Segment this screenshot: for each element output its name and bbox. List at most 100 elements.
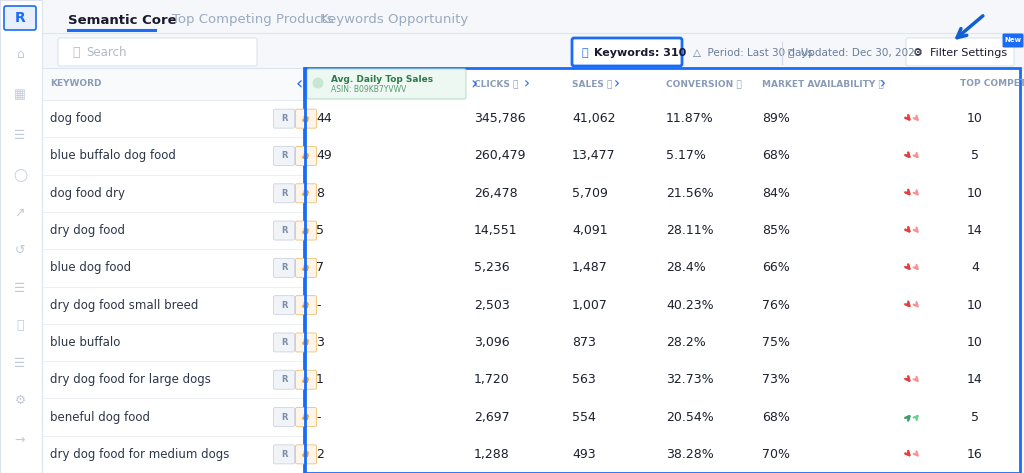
FancyBboxPatch shape [58,38,257,66]
FancyBboxPatch shape [306,175,467,211]
Text: 5: 5 [316,224,324,237]
Text: 8: 8 [316,187,324,200]
Text: 1,288: 1,288 [474,448,510,461]
Text: ☰: ☰ [14,281,26,295]
FancyBboxPatch shape [273,258,295,277]
Text: blue dog food: blue dog food [50,262,131,274]
FancyBboxPatch shape [306,437,467,472]
Text: a: a [302,263,309,273]
Text: 1: 1 [316,373,324,386]
Text: 26,478: 26,478 [474,187,517,200]
Text: TOP COMPET: TOP COMPET [961,79,1024,88]
Text: →: → [14,433,26,447]
Text: 28.11%: 28.11% [666,224,714,237]
Text: blue buffalo: blue buffalo [50,336,121,349]
FancyBboxPatch shape [296,408,316,427]
FancyBboxPatch shape [0,0,42,473]
Text: 44: 44 [316,112,332,125]
Text: ASIN: B09KB7YVWV: ASIN: B09KB7YVWV [331,85,407,94]
Text: 66%: 66% [762,262,790,274]
Text: 5: 5 [971,149,979,162]
Text: 14: 14 [967,224,983,237]
Text: Top Competing Products: Top Competing Products [172,14,334,26]
Text: 554: 554 [572,411,596,423]
Text: 41,062: 41,062 [572,112,615,125]
Text: Keywords Opportunity: Keywords Opportunity [319,14,468,26]
FancyBboxPatch shape [296,370,316,389]
Text: △  Period: Last 30 days: △ Period: Last 30 days [693,48,813,58]
Text: R: R [281,189,288,198]
Text: 1,487: 1,487 [572,262,608,274]
Text: R: R [281,226,288,235]
Text: 13,477: 13,477 [572,149,615,162]
FancyBboxPatch shape [306,325,467,360]
Text: 32.73%: 32.73% [666,373,714,386]
Text: ↗: ↗ [14,207,26,219]
Text: 10: 10 [967,336,983,349]
Text: ⬜: ⬜ [16,318,24,332]
Text: 20.54%: 20.54% [666,411,714,423]
Text: ☰: ☰ [14,357,26,369]
Text: 16: 16 [967,448,983,461]
Text: blue buffalo dog food: blue buffalo dog food [50,149,176,162]
Text: -: - [316,298,321,312]
Text: 3,096: 3,096 [474,336,510,349]
Text: 5,236: 5,236 [474,262,510,274]
Text: KEYWORD: KEYWORD [50,79,101,88]
Text: dry dog food: dry dog food [50,224,125,237]
Text: 40.23%: 40.23% [666,298,714,312]
FancyBboxPatch shape [296,109,316,128]
FancyBboxPatch shape [296,296,316,315]
Text: ☰: ☰ [14,129,26,141]
Text: a: a [302,375,309,385]
Text: a: a [302,337,309,348]
Text: 28.2%: 28.2% [666,336,706,349]
Text: 84%: 84% [762,187,790,200]
Text: Semantic Core: Semantic Core [68,14,176,26]
Text: R: R [281,263,288,272]
Text: 563: 563 [572,373,596,386]
Text: dog food dry: dog food dry [50,187,125,200]
Text: Search: Search [86,46,127,60]
Text: ⧖  Updated: Dec 30, 2023: ⧖ Updated: Dec 30, 2023 [788,48,922,58]
Text: a: a [302,300,309,310]
FancyBboxPatch shape [273,445,295,464]
Text: 85%: 85% [762,224,790,237]
Text: a: a [302,188,309,198]
Text: 68%: 68% [762,411,790,423]
Text: 3: 3 [316,336,324,349]
Text: 11.87%: 11.87% [666,112,714,125]
Text: ›: › [614,77,620,91]
Text: a: a [302,449,309,459]
Text: 76%: 76% [762,298,790,312]
Text: 260,479: 260,479 [474,149,525,162]
FancyBboxPatch shape [307,69,466,99]
Text: 1,720: 1,720 [474,373,510,386]
Text: 75%: 75% [762,336,790,349]
Text: CONVERSION ⓘ: CONVERSION ⓘ [666,79,741,88]
Text: SALES ⓘ: SALES ⓘ [572,79,612,88]
FancyBboxPatch shape [273,147,295,166]
Text: ↺: ↺ [14,244,26,256]
Text: 10: 10 [967,112,983,125]
FancyBboxPatch shape [273,296,295,315]
Text: 5: 5 [971,411,979,423]
FancyBboxPatch shape [273,370,295,389]
Text: dog food: dog food [50,112,101,125]
Text: 14,551: 14,551 [474,224,517,237]
Text: -: - [316,411,321,423]
Text: 2: 2 [316,448,324,461]
FancyBboxPatch shape [306,138,467,174]
FancyBboxPatch shape [306,250,467,286]
Text: Avg. Daily Top Sales: Avg. Daily Top Sales [331,76,433,85]
Text: R: R [281,151,288,160]
Text: a: a [302,114,309,123]
Text: 73%: 73% [762,373,790,386]
Text: 38.28%: 38.28% [666,448,714,461]
Text: 7: 7 [316,262,324,274]
FancyBboxPatch shape [296,221,316,240]
Text: ⚙: ⚙ [14,394,26,406]
Text: dry dog food small breed: dry dog food small breed [50,298,199,312]
Text: 2,697: 2,697 [474,411,510,423]
Text: a: a [302,226,309,236]
